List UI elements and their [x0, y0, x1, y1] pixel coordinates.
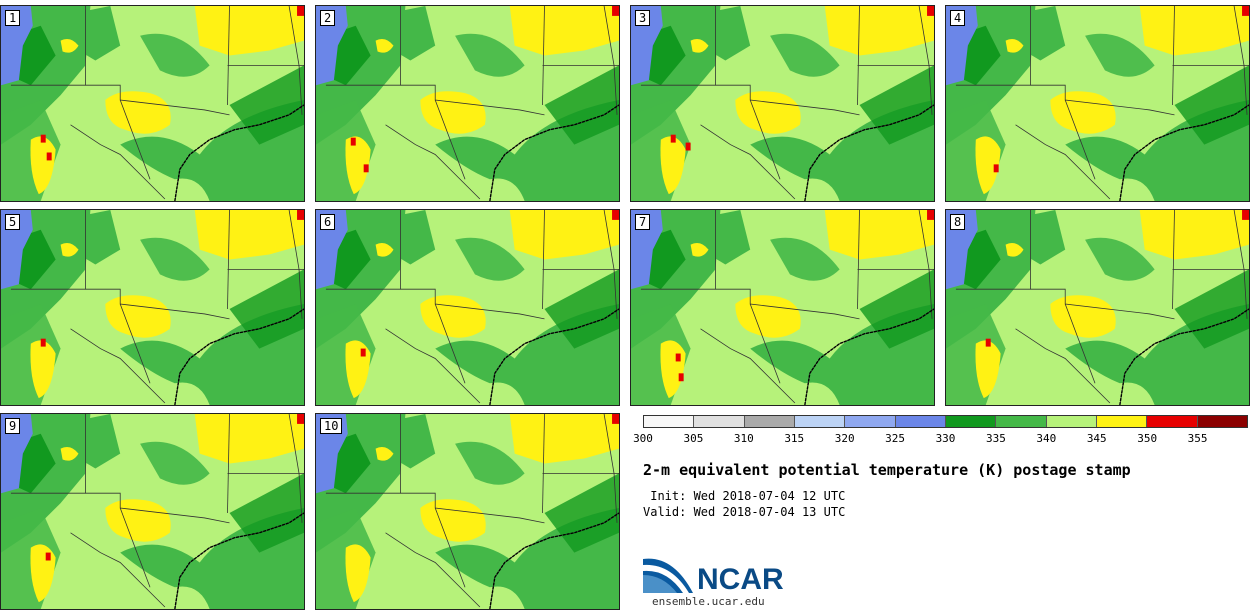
valid-time: Valid: Wed 2018-07-04 13 UTC: [643, 505, 846, 519]
panel-member-label: 1: [5, 10, 21, 26]
postage-stamp-panel: 4: [945, 5, 1250, 202]
panel-member-label: 3: [635, 10, 651, 26]
field-map: [1, 210, 304, 405]
init-time: Init: Wed 2018-07-04 12 UTC: [643, 489, 846, 503]
field-map: [316, 210, 619, 405]
postage-stamp-panel: 2: [315, 5, 620, 202]
panel-member-label: 4: [950, 10, 966, 26]
postage-stamp-panel: 3: [630, 5, 935, 202]
colorbar-swatch: [794, 416, 846, 427]
panel-member-label: 6: [320, 214, 336, 230]
logo-url: ensemble.ucar.edu: [652, 595, 765, 608]
postage-stamp-panel: 7: [630, 209, 935, 406]
colorbar-tick-label: 330: [935, 432, 956, 445]
field-map: [631, 6, 934, 201]
figure-title: 2-m equivalent potential temperature (K)…: [643, 461, 1131, 479]
colorbar-tick-label: 305: [683, 432, 704, 445]
colorbar-swatch: [644, 416, 695, 427]
postage-stamp-panel: 5: [0, 209, 305, 406]
field-map: [316, 6, 619, 201]
field-map: [1, 6, 304, 201]
colorbar-tick-label: 355: [1187, 432, 1208, 445]
field-map: [631, 210, 934, 405]
colorbar-swatch: [1147, 416, 1198, 427]
postage-stamp-panel: 1: [0, 5, 305, 202]
field-map: [1, 414, 304, 609]
panel-member-label: 2: [320, 10, 336, 26]
colorbar-swatch: [996, 416, 1047, 427]
colorbar-swatch: [945, 416, 997, 427]
panel-member-label: 7: [635, 214, 651, 230]
colorbar-tick-label: 310: [733, 432, 754, 445]
colorbar-tick-label: 350: [1137, 432, 1158, 445]
colorbar-swatch: [694, 416, 745, 427]
colorbar-tick-label: 345: [1086, 432, 1107, 445]
colorbar-swatch: [1096, 416, 1148, 427]
postage-stamp-panel: 9: [0, 413, 305, 610]
colorbar-swatch: [1046, 416, 1097, 427]
colorbar-swatch: [744, 416, 795, 427]
colorbar-tick-label: 325: [885, 432, 906, 445]
colorbar-tick-label: 300: [633, 432, 653, 445]
colorbar-tick-label: 335: [985, 432, 1006, 445]
field-map: [946, 6, 1249, 201]
postage-stamp-panel: 8: [945, 209, 1250, 406]
postage-stamp-panel: 6: [315, 209, 620, 406]
field-map: [316, 414, 619, 609]
colorbar-tick-label: 340: [1036, 432, 1057, 445]
field-map: [946, 210, 1249, 405]
colorbar: [643, 415, 1248, 428]
colorbar-swatch: [895, 416, 946, 427]
panel-member-label: 10: [320, 418, 343, 434]
colorbar-swatch: [845, 416, 896, 427]
ncar-logo: NCAR: [643, 553, 793, 596]
ncar-logo-text: NCAR: [697, 563, 784, 595]
colorbar-tick-label: 315: [784, 432, 805, 445]
colorbar-tick-label: 320: [834, 432, 855, 445]
panel-member-label: 5: [5, 214, 21, 230]
panel-member-label: 8: [950, 214, 966, 230]
colorbar-swatch: [1197, 416, 1247, 427]
postage-stamp-panel: 10: [315, 413, 620, 610]
panel-member-label: 9: [5, 418, 21, 434]
